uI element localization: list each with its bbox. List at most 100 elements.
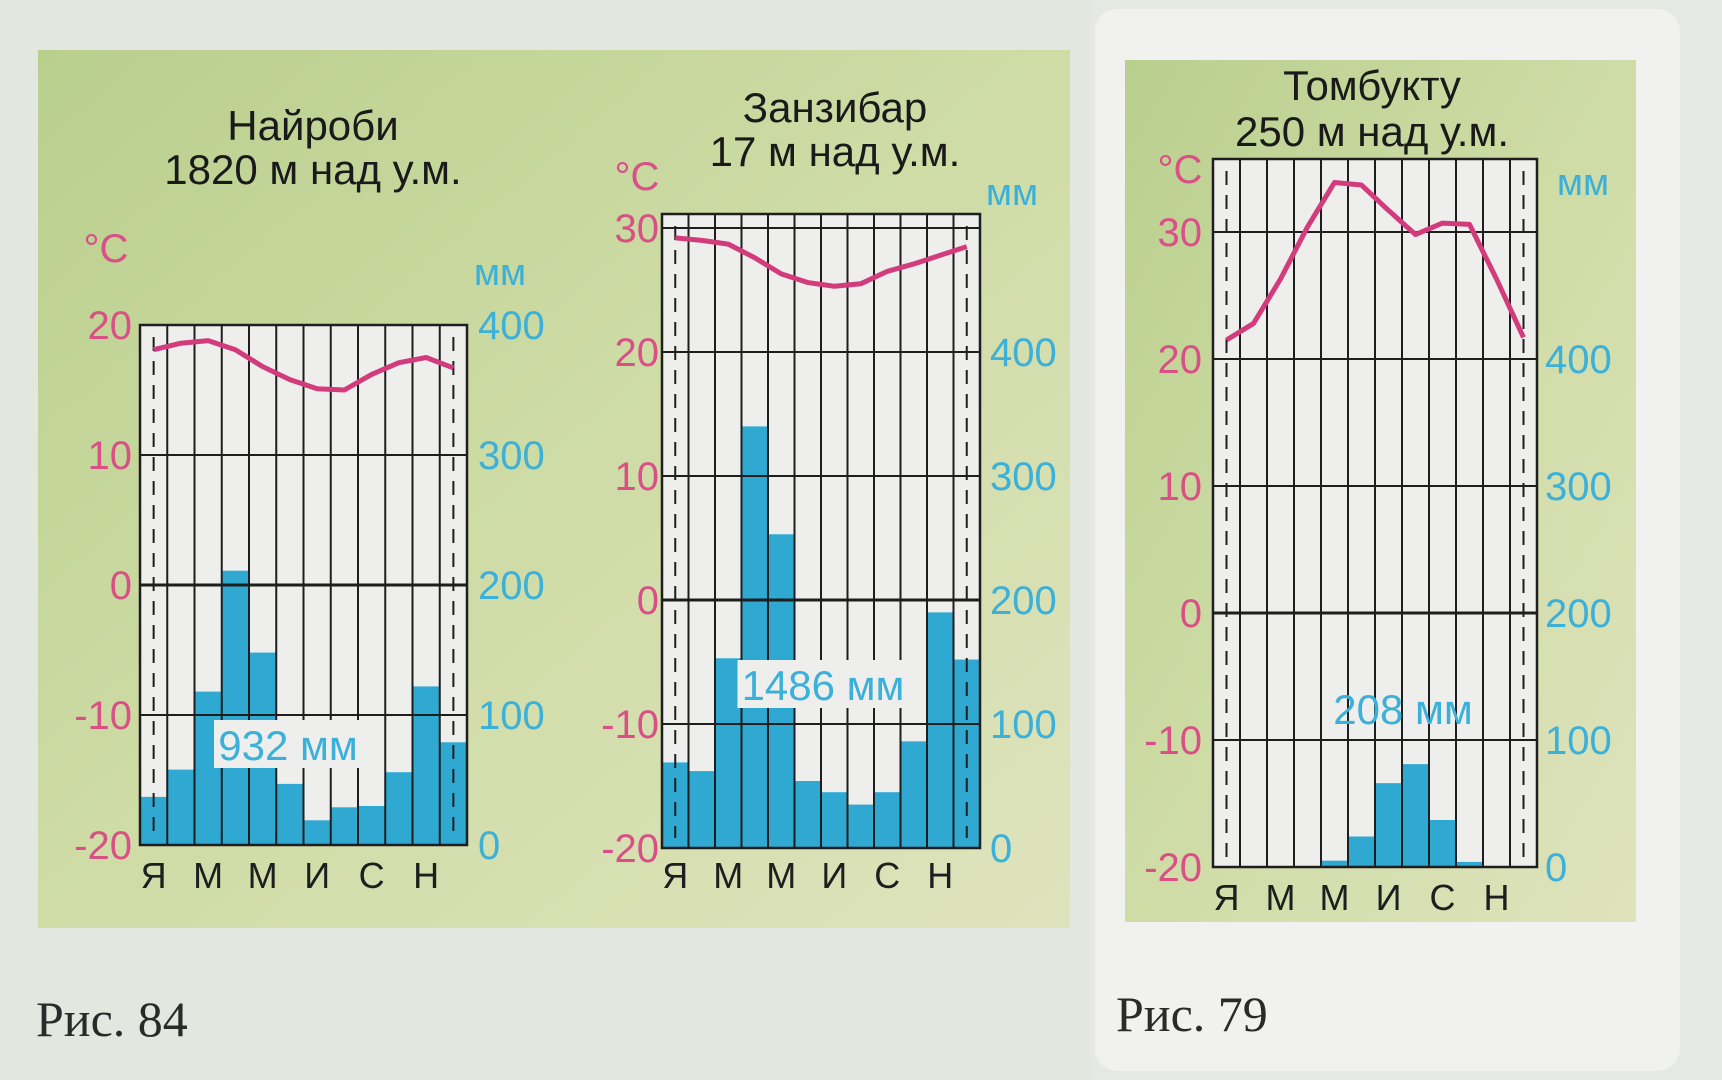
precipitation-bar xyxy=(874,792,901,848)
precipitation-bar xyxy=(847,804,874,848)
temperature-tick-label: -10 xyxy=(1144,719,1202,763)
precipitation-bar xyxy=(276,783,304,845)
precipitation-bar xyxy=(303,820,331,845)
precipitation-axis-label: мм xyxy=(1557,162,1609,204)
precipitation-axis-label: мм xyxy=(986,172,1038,214)
precipitation-tick-label: 200 xyxy=(1545,592,1612,636)
precipitation-tick-label: 100 xyxy=(990,703,1057,747)
precipitation-bar xyxy=(1375,783,1402,867)
chart-subtitle: 1820 м над у.м. xyxy=(164,146,461,193)
month-label: С xyxy=(1430,877,1456,918)
precipitation-tick-label: 300 xyxy=(990,455,1057,499)
precipitation-bar xyxy=(794,781,821,848)
temperature-tick-label: 20 xyxy=(615,331,660,375)
precipitation-bar xyxy=(330,807,358,845)
temperature-tick-label: -20 xyxy=(601,827,659,871)
temperature-axis-label: °C xyxy=(1158,148,1203,192)
chart-title: Найроби xyxy=(227,102,398,149)
month-label: М xyxy=(766,855,796,896)
precipitation-bar xyxy=(358,806,386,845)
precipitation-bar xyxy=(927,612,954,848)
plot-frame xyxy=(138,323,469,847)
precipitation-bar xyxy=(221,570,249,845)
total-label-background xyxy=(214,720,362,768)
precipitation-tick-label: 100 xyxy=(1545,719,1612,763)
precipitation-bar xyxy=(1402,764,1429,867)
figure-caption-84: Рис. 84 xyxy=(36,991,188,1047)
precipitation-tick-label: 400 xyxy=(990,331,1057,375)
temperature-tick-label: 30 xyxy=(615,207,660,251)
precipitation-tick-label: 200 xyxy=(990,579,1057,623)
precipitation-bar xyxy=(821,792,848,848)
month-label: М xyxy=(1266,877,1296,918)
precipitation-bar xyxy=(1348,836,1375,867)
annual-precipitation-label: 932 мм xyxy=(218,722,358,769)
precipitation-tick-label: 400 xyxy=(478,304,545,348)
month-label: Н xyxy=(927,855,953,896)
temperature-line xyxy=(1225,179,1526,343)
precipitation-tick-label: 400 xyxy=(1545,338,1612,382)
precipitation-bar xyxy=(412,686,440,845)
chart-subtitle: 17 м над у.м. xyxy=(710,128,961,175)
precipitation-bar xyxy=(194,691,222,845)
month-label: М xyxy=(193,855,223,896)
plot-frame xyxy=(1211,157,1539,869)
month-label: Я xyxy=(141,855,167,896)
figure-caption-79: Рис. 79 xyxy=(1116,986,1268,1042)
temperature-line xyxy=(153,338,455,393)
temperature-tick-label: -20 xyxy=(74,824,132,868)
chart-subtitle: 250 м над у.м. xyxy=(1235,108,1509,155)
precipitation-bar xyxy=(167,769,195,845)
precipitation-tick-label: 300 xyxy=(478,434,545,478)
temperature-axis-label: °C xyxy=(84,227,129,271)
chart-title: Томбукту xyxy=(1283,62,1461,109)
month-label: И xyxy=(821,855,847,896)
month-label: С xyxy=(359,855,385,896)
temperature-line xyxy=(675,235,968,289)
temperature-tick-label: -10 xyxy=(601,703,659,747)
annual-precipitation-label: 1486 мм xyxy=(742,662,905,709)
temperature-tick-label: 10 xyxy=(615,455,660,499)
precipitation-tick-label: 300 xyxy=(1545,465,1612,509)
annual-precipitation-label: 208 мм xyxy=(1333,686,1473,733)
temperature-tick-label: 30 xyxy=(1158,211,1203,255)
month-label: Я xyxy=(662,855,688,896)
total-label-background xyxy=(737,660,909,708)
month-label: С xyxy=(874,855,900,896)
month-label: И xyxy=(1376,877,1402,918)
chart-title: Занзибар xyxy=(743,84,927,131)
month-label: И xyxy=(304,855,330,896)
precipitation-tick-label: 0 xyxy=(990,827,1012,871)
temperature-axis-label: °C xyxy=(615,155,660,199)
temperature-tick-label: 0 xyxy=(1180,592,1202,636)
precipitation-tick-label: 0 xyxy=(1545,846,1567,890)
precipitation-axis-label: мм xyxy=(474,252,526,294)
temperature-tick-label: 0 xyxy=(110,564,132,608)
precipitation-bar xyxy=(385,772,413,845)
precipitation-tick-label: 0 xyxy=(478,824,500,868)
temperature-tick-label: -20 xyxy=(1144,846,1202,890)
month-label: Н xyxy=(413,855,439,896)
precipitation-bar xyxy=(688,771,715,848)
temperature-tick-label: 20 xyxy=(88,304,133,348)
month-label: М xyxy=(248,855,278,896)
temperature-tick-label: 0 xyxy=(637,579,659,623)
precipitation-bar xyxy=(1321,860,1348,867)
month-label: М xyxy=(713,855,743,896)
precipitation-bar xyxy=(1456,861,1483,867)
temperature-tick-label: -10 xyxy=(74,694,132,738)
precipitation-bar xyxy=(1429,820,1456,867)
month-label: Я xyxy=(1214,877,1240,918)
temperature-tick-label: 10 xyxy=(1158,465,1203,509)
precipitation-bar xyxy=(715,658,742,848)
precipitation-tick-label: 100 xyxy=(478,694,545,738)
precipitation-tick-label: 200 xyxy=(478,564,545,608)
month-label: Н xyxy=(1484,877,1510,918)
temperature-tick-label: 10 xyxy=(88,434,133,478)
precipitation-bar xyxy=(900,741,927,848)
temperature-tick-label: 20 xyxy=(1158,338,1203,382)
